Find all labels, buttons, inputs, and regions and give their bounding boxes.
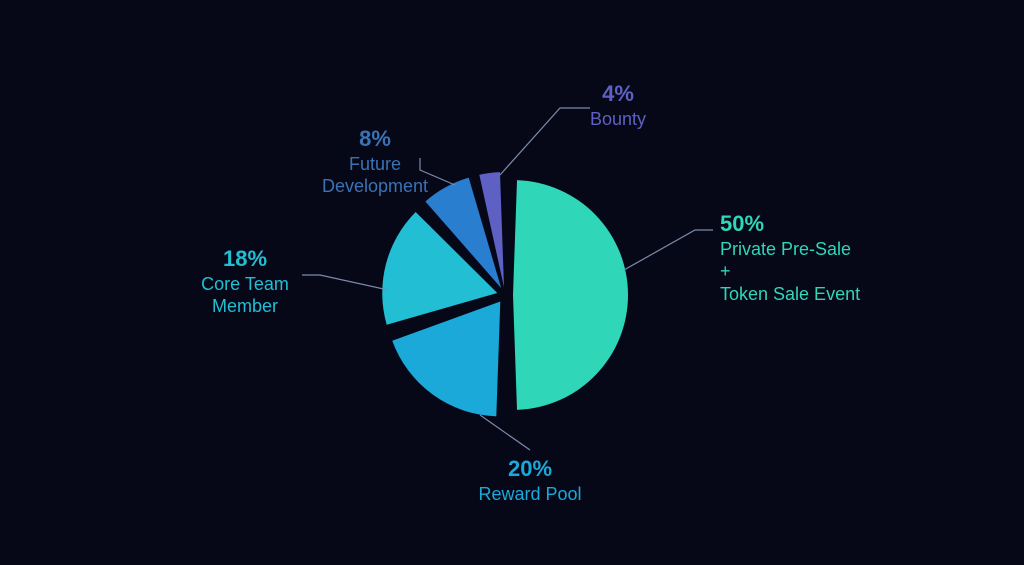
pie-chart <box>0 0 1024 565</box>
